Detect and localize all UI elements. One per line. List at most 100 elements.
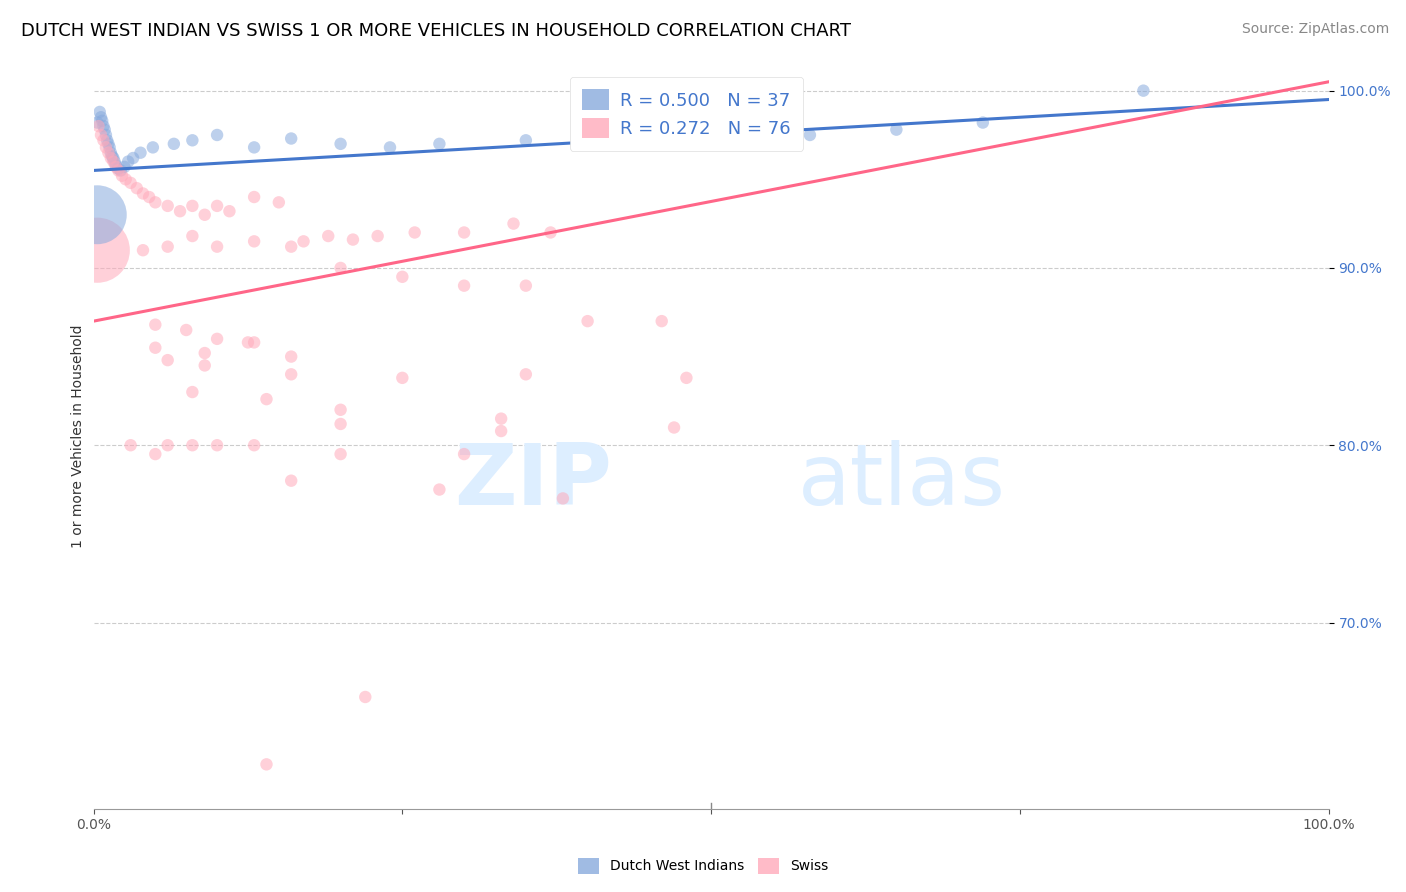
Point <box>391 269 413 284</box>
Point <box>205 199 228 213</box>
Point <box>280 131 302 145</box>
Point <box>243 235 266 249</box>
Point <box>174 323 197 337</box>
Point <box>540 226 562 240</box>
Point <box>886 122 908 136</box>
Point <box>194 346 217 360</box>
Point <box>453 278 475 293</box>
Text: ZIP: ZIP <box>454 440 612 523</box>
Point <box>181 229 204 244</box>
Point <box>329 402 352 417</box>
Point <box>138 190 160 204</box>
Point <box>205 438 228 452</box>
Point <box>181 385 204 400</box>
Point <box>86 244 108 258</box>
Point <box>280 350 302 364</box>
Point <box>453 447 475 461</box>
Point <box>515 133 537 147</box>
Point <box>329 417 352 431</box>
Point <box>96 133 118 147</box>
Point <box>236 335 259 350</box>
Text: Source: ZipAtlas.com: Source: ZipAtlas.com <box>1241 22 1389 37</box>
Legend: Dutch West Indians, Swiss: Dutch West Indians, Swiss <box>571 851 835 880</box>
Point <box>551 491 574 506</box>
Point <box>489 411 512 425</box>
Point <box>429 483 451 497</box>
Point <box>90 128 112 142</box>
Point <box>256 757 278 772</box>
Point <box>163 136 186 151</box>
Point <box>103 154 125 169</box>
Point <box>1132 84 1154 98</box>
Point <box>181 438 204 452</box>
Y-axis label: 1 or more Vehicles in Household: 1 or more Vehicles in Household <box>72 325 86 548</box>
Point <box>799 128 821 142</box>
Point <box>515 368 537 382</box>
Point <box>114 172 136 186</box>
Point <box>111 169 134 183</box>
Point <box>243 140 266 154</box>
Point <box>267 195 290 210</box>
Point <box>502 217 524 231</box>
Point <box>143 341 166 355</box>
Text: atlas: atlas <box>797 440 1005 523</box>
Point <box>156 353 179 368</box>
Point <box>101 149 124 163</box>
Point <box>181 199 204 213</box>
Point <box>515 278 537 293</box>
Point <box>194 359 217 373</box>
Point <box>120 176 142 190</box>
Point <box>98 140 121 154</box>
Point <box>429 136 451 151</box>
Point <box>93 119 115 133</box>
Point <box>86 115 108 129</box>
Point <box>181 133 204 147</box>
Point <box>94 128 117 142</box>
Point <box>132 244 155 258</box>
Point <box>104 158 127 172</box>
Text: DUTCH WEST INDIAN VS SWISS 1 OR MORE VEHICLES IN HOUSEHOLD CORRELATION CHART: DUTCH WEST INDIAN VS SWISS 1 OR MORE VEH… <box>21 22 851 40</box>
Point <box>129 145 152 160</box>
Point <box>205 240 228 254</box>
Point <box>93 122 115 136</box>
Point <box>378 140 401 154</box>
Point <box>354 690 377 704</box>
Point <box>132 186 155 201</box>
Point <box>114 160 136 174</box>
Point <box>194 208 217 222</box>
Point <box>280 474 302 488</box>
Point <box>103 154 125 169</box>
Point <box>100 145 122 160</box>
Point <box>120 438 142 452</box>
Point <box>117 154 139 169</box>
Point <box>316 229 339 244</box>
Point <box>576 314 599 328</box>
Point <box>404 226 426 240</box>
Point <box>329 136 352 151</box>
Point <box>292 235 315 249</box>
Point <box>107 161 129 176</box>
Point <box>205 332 228 346</box>
Point <box>600 136 623 151</box>
Point <box>156 438 179 452</box>
Point <box>143 318 166 332</box>
Point <box>256 392 278 406</box>
Legend: R = 0.500   N = 37, R = 0.272   N = 76: R = 0.500 N = 37, R = 0.272 N = 76 <box>569 77 803 151</box>
Point <box>143 195 166 210</box>
Point <box>97 136 120 151</box>
Point <box>142 140 165 154</box>
Point <box>107 163 129 178</box>
Point <box>169 204 191 219</box>
Point <box>103 151 125 165</box>
Point <box>243 190 266 204</box>
Point <box>972 115 994 129</box>
Point <box>675 371 697 385</box>
Point <box>125 181 148 195</box>
Point <box>280 368 302 382</box>
Point <box>329 260 352 275</box>
Point <box>218 204 240 219</box>
Point <box>489 424 512 438</box>
Point <box>100 151 122 165</box>
Point <box>110 163 132 178</box>
Point <box>700 133 723 147</box>
